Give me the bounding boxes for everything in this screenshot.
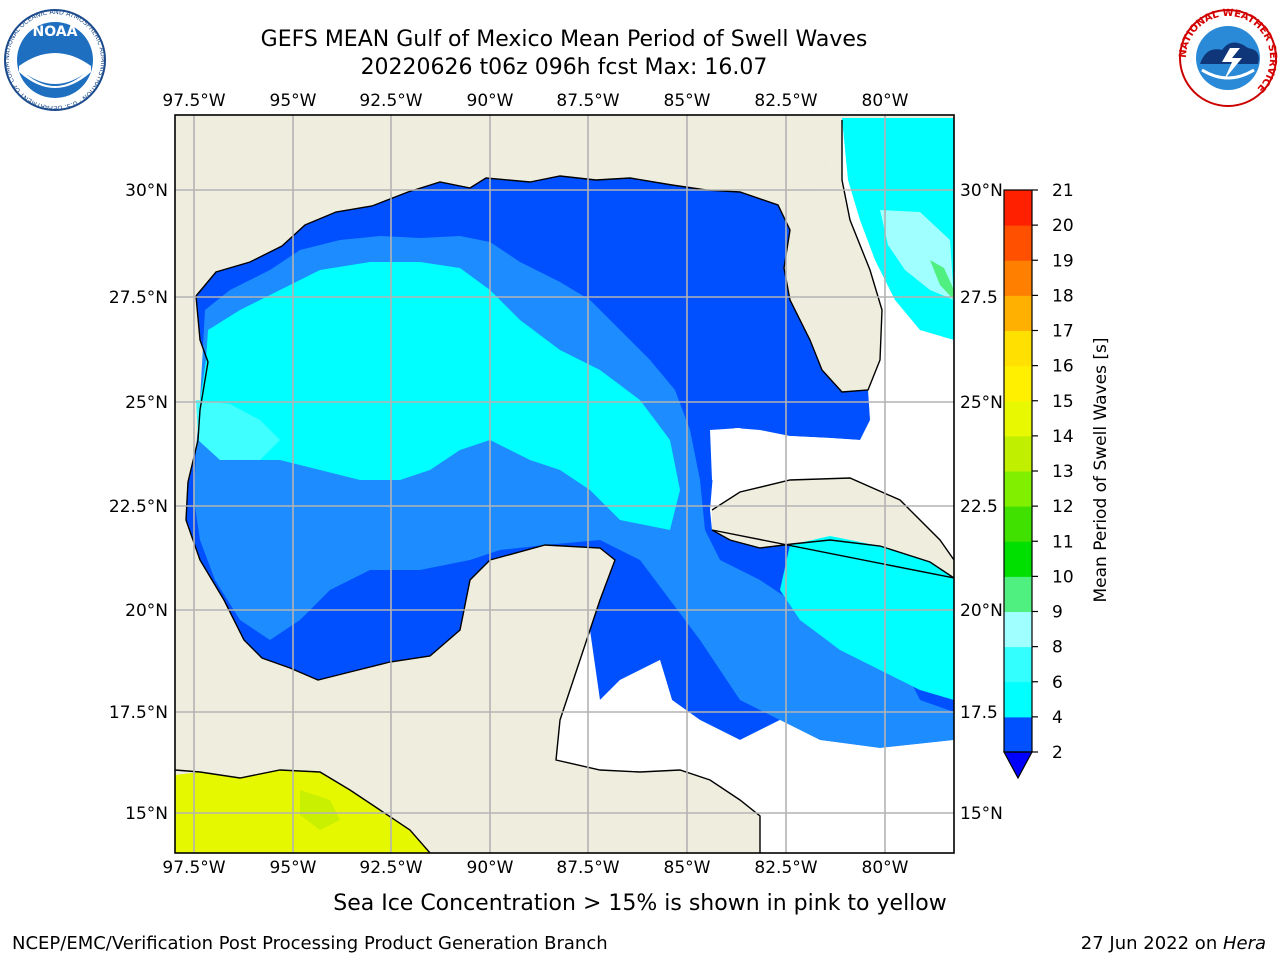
lon-bottom-3: 90°W — [467, 858, 514, 878]
chart-subtitle: 20220626 t06z 096h fcst Max: 16.07 — [360, 55, 768, 80]
chart-title: GEFS MEAN Gulf of Mexico Mean Period of … — [260, 27, 868, 52]
land-north-america — [175, 115, 954, 853]
colorbar-tick-label-3: 8 — [1052, 638, 1063, 658]
footer-date: 27 Jun 2022 on Hera — [1081, 933, 1266, 954]
lat-right-6: 15°N — [960, 804, 1003, 824]
lon-bottom-2: 92.5°W — [359, 858, 422, 878]
lon-top-6: 82.5°W — [754, 91, 817, 111]
lon-bottom-5: 85°W — [664, 858, 711, 878]
nws-logo: NATIONAL WEATHER SERVICE — [1178, 8, 1278, 107]
gridlines — [175, 115, 954, 853]
colorbar-segment-13 — [1004, 260, 1032, 296]
colorbar-tick-label-1: 4 — [1052, 708, 1063, 728]
colorbar-extend-arrow — [1002, 751, 1034, 780]
swell-field-8-9s — [196, 400, 280, 460]
colorbar-segment-11 — [1004, 330, 1032, 367]
lat-right-0: 30°N — [960, 181, 1003, 201]
colorbar-tick-label-9: 14 — [1052, 427, 1074, 447]
lon-labels-top: 97.5°W 95°W 92.5°W 90°W 87.5°W 85°W 82.5°W 80°W — [162, 91, 908, 111]
land-cuba — [712, 478, 954, 578]
colorbar-tick-label-15: 20 — [1052, 216, 1074, 236]
lat-left-5: 17.5°N — [109, 703, 168, 723]
colorbar-tick-label-7: 12 — [1052, 497, 1074, 517]
lat-right-1: 27.5 — [960, 288, 998, 308]
colorbar-label: Mean Period of Swell Waves [s] — [1091, 338, 1111, 603]
lat-labels-left: 30°N 27.5°N 25°N 22.5°N 20°N 17.5°N 15°N — [109, 181, 168, 824]
lon-bottom-4: 87.5°W — [556, 858, 619, 878]
colorbar-tick-label-11: 16 — [1052, 357, 1074, 377]
lon-bottom-1: 95°W — [270, 858, 317, 878]
colorbar-segment-15 — [1004, 190, 1032, 226]
colorbar-tick-label-10: 15 — [1052, 392, 1074, 412]
noaa-logo-text: NOAA — [33, 24, 78, 40]
footer-host: Hera — [1222, 933, 1266, 954]
lon-top-3: 90°W — [467, 91, 514, 111]
colorbar-segment-0 — [1004, 716, 1032, 753]
swell-field-9-10s-atlantic — [880, 210, 954, 300]
lat-right-2: 25°N — [960, 393, 1003, 413]
lat-right-4: 20°N — [960, 601, 1003, 621]
land-florida-peninsula — [778, 120, 882, 392]
no-data-patch — [710, 360, 954, 480]
lat-left-3: 22.5°N — [109, 497, 168, 517]
colorbar-segment-9 — [1004, 400, 1032, 437]
colorbar-tick-label-8: 13 — [1052, 462, 1074, 482]
lat-left-1: 27.5°N — [109, 288, 168, 308]
colorbar-segment-6 — [1004, 506, 1032, 542]
colorbar: 2 4 6 8 9 10 11 12 13 14 15 16 17 18 19 20 21 — [1002, 181, 1074, 780]
colorbar-segment-10 — [1004, 365, 1032, 402]
lat-left-2: 25°N — [125, 393, 168, 413]
lon-top-4: 87.5°W — [556, 91, 619, 111]
field-central-america-green — [300, 790, 340, 830]
lon-top-2: 92.5°W — [359, 91, 422, 111]
colorbar-segment-7 — [1004, 471, 1032, 507]
noaa-logo: NATIONAL OCEANIC AND ATMOSPHERIC ADMINIS… — [0, 0, 107, 112]
lon-bottom-6: 82.5°W — [754, 858, 817, 878]
colorbar-tick-label-0: 2 — [1052, 743, 1063, 763]
colorbar-segment-5 — [1004, 541, 1032, 577]
colorbar-segment-2 — [1004, 646, 1032, 683]
footer-date-text: 27 Jun 2022 on — [1080, 933, 1223, 954]
colorbar-segment-8 — [1004, 435, 1032, 472]
lat-labels-right: 30°N 27.5 25°N 22.5 20°N 17.5 15°N — [960, 181, 1003, 824]
colorbar-tick-label-13: 18 — [1052, 286, 1074, 306]
coastlines — [175, 120, 954, 853]
lon-bottom-7: 80°W — [862, 858, 909, 878]
swell-field-6-8s — [200, 262, 680, 530]
map-border — [174, 114, 955, 854]
colorbar-segment-3 — [1004, 611, 1032, 648]
footer-credit: NCEP/EMC/Verification Post Processing Pr… — [12, 933, 608, 954]
lon-top-1: 95°W — [270, 91, 317, 111]
colorbar-segment-1 — [1004, 681, 1032, 718]
lat-left-4: 20°N — [125, 601, 168, 621]
lat-left-6: 15°N — [125, 804, 168, 824]
no-data-patch — [590, 660, 954, 853]
sea-ice-note: Sea Ice Concentration > 15% is shown in … — [333, 891, 947, 916]
lat-right-3: 22.5 — [960, 497, 998, 517]
lon-top-5: 85°W — [664, 91, 711, 111]
lat-right-5: 17.5 — [960, 703, 998, 723]
lon-bottom-0: 97.5°W — [162, 858, 225, 878]
lon-top-7: 80°W — [862, 91, 909, 111]
colorbar-segment-4 — [1004, 576, 1032, 612]
colorbar-tick-label-2: 6 — [1052, 673, 1063, 693]
colorbar-tick-label-16: 21 — [1052, 181, 1074, 201]
colorbar-segment-14 — [1004, 225, 1032, 261]
swell-field-6-8s-caribbean — [780, 536, 954, 700]
colorbar-tick-label-12: 17 — [1052, 322, 1074, 342]
lon-top-0: 97.5°W — [162, 91, 225, 111]
lon-labels-bottom: 97.5°W 95°W 92.5°W 90°W 87.5°W 85°W 82.5°W 80°W — [162, 858, 908, 878]
colorbar-tick-label-6: 11 — [1052, 532, 1074, 552]
swell-field-10-11s-atlantic — [930, 260, 954, 300]
colorbar-tick-label-4: 9 — [1052, 603, 1063, 623]
lat-left-0: 30°N — [125, 181, 168, 201]
colorbar-tick-label-5: 10 — [1052, 567, 1074, 587]
colorbar-segment-12 — [1004, 295, 1032, 331]
colorbar-tick-label-14: 19 — [1052, 251, 1074, 271]
